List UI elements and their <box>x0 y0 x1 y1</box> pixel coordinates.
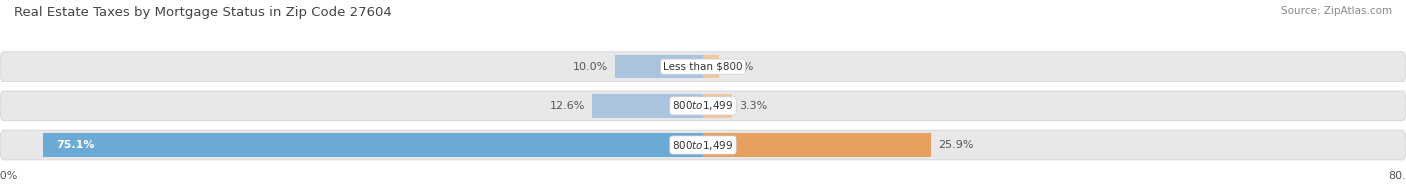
Text: 12.6%: 12.6% <box>550 101 585 111</box>
Text: $800 to $1,499: $800 to $1,499 <box>672 99 734 112</box>
Text: Less than $800: Less than $800 <box>664 62 742 72</box>
Bar <box>44 133 703 157</box>
Bar <box>703 94 733 118</box>
Text: 10.0%: 10.0% <box>572 62 609 72</box>
Bar <box>703 133 931 157</box>
FancyBboxPatch shape <box>0 91 1406 121</box>
Text: 3.3%: 3.3% <box>740 101 768 111</box>
FancyBboxPatch shape <box>0 52 1406 82</box>
Bar <box>592 94 703 118</box>
Text: Real Estate Taxes by Mortgage Status in Zip Code 27604: Real Estate Taxes by Mortgage Status in … <box>14 6 392 19</box>
FancyBboxPatch shape <box>0 130 1406 160</box>
Text: 1.8%: 1.8% <box>725 62 754 72</box>
Text: $800 to $1,499: $800 to $1,499 <box>672 139 734 152</box>
Text: 75.1%: 75.1% <box>56 140 94 150</box>
Text: 25.9%: 25.9% <box>938 140 973 150</box>
Bar <box>703 55 718 78</box>
Text: Source: ZipAtlas.com: Source: ZipAtlas.com <box>1281 6 1392 16</box>
Bar <box>616 55 703 78</box>
